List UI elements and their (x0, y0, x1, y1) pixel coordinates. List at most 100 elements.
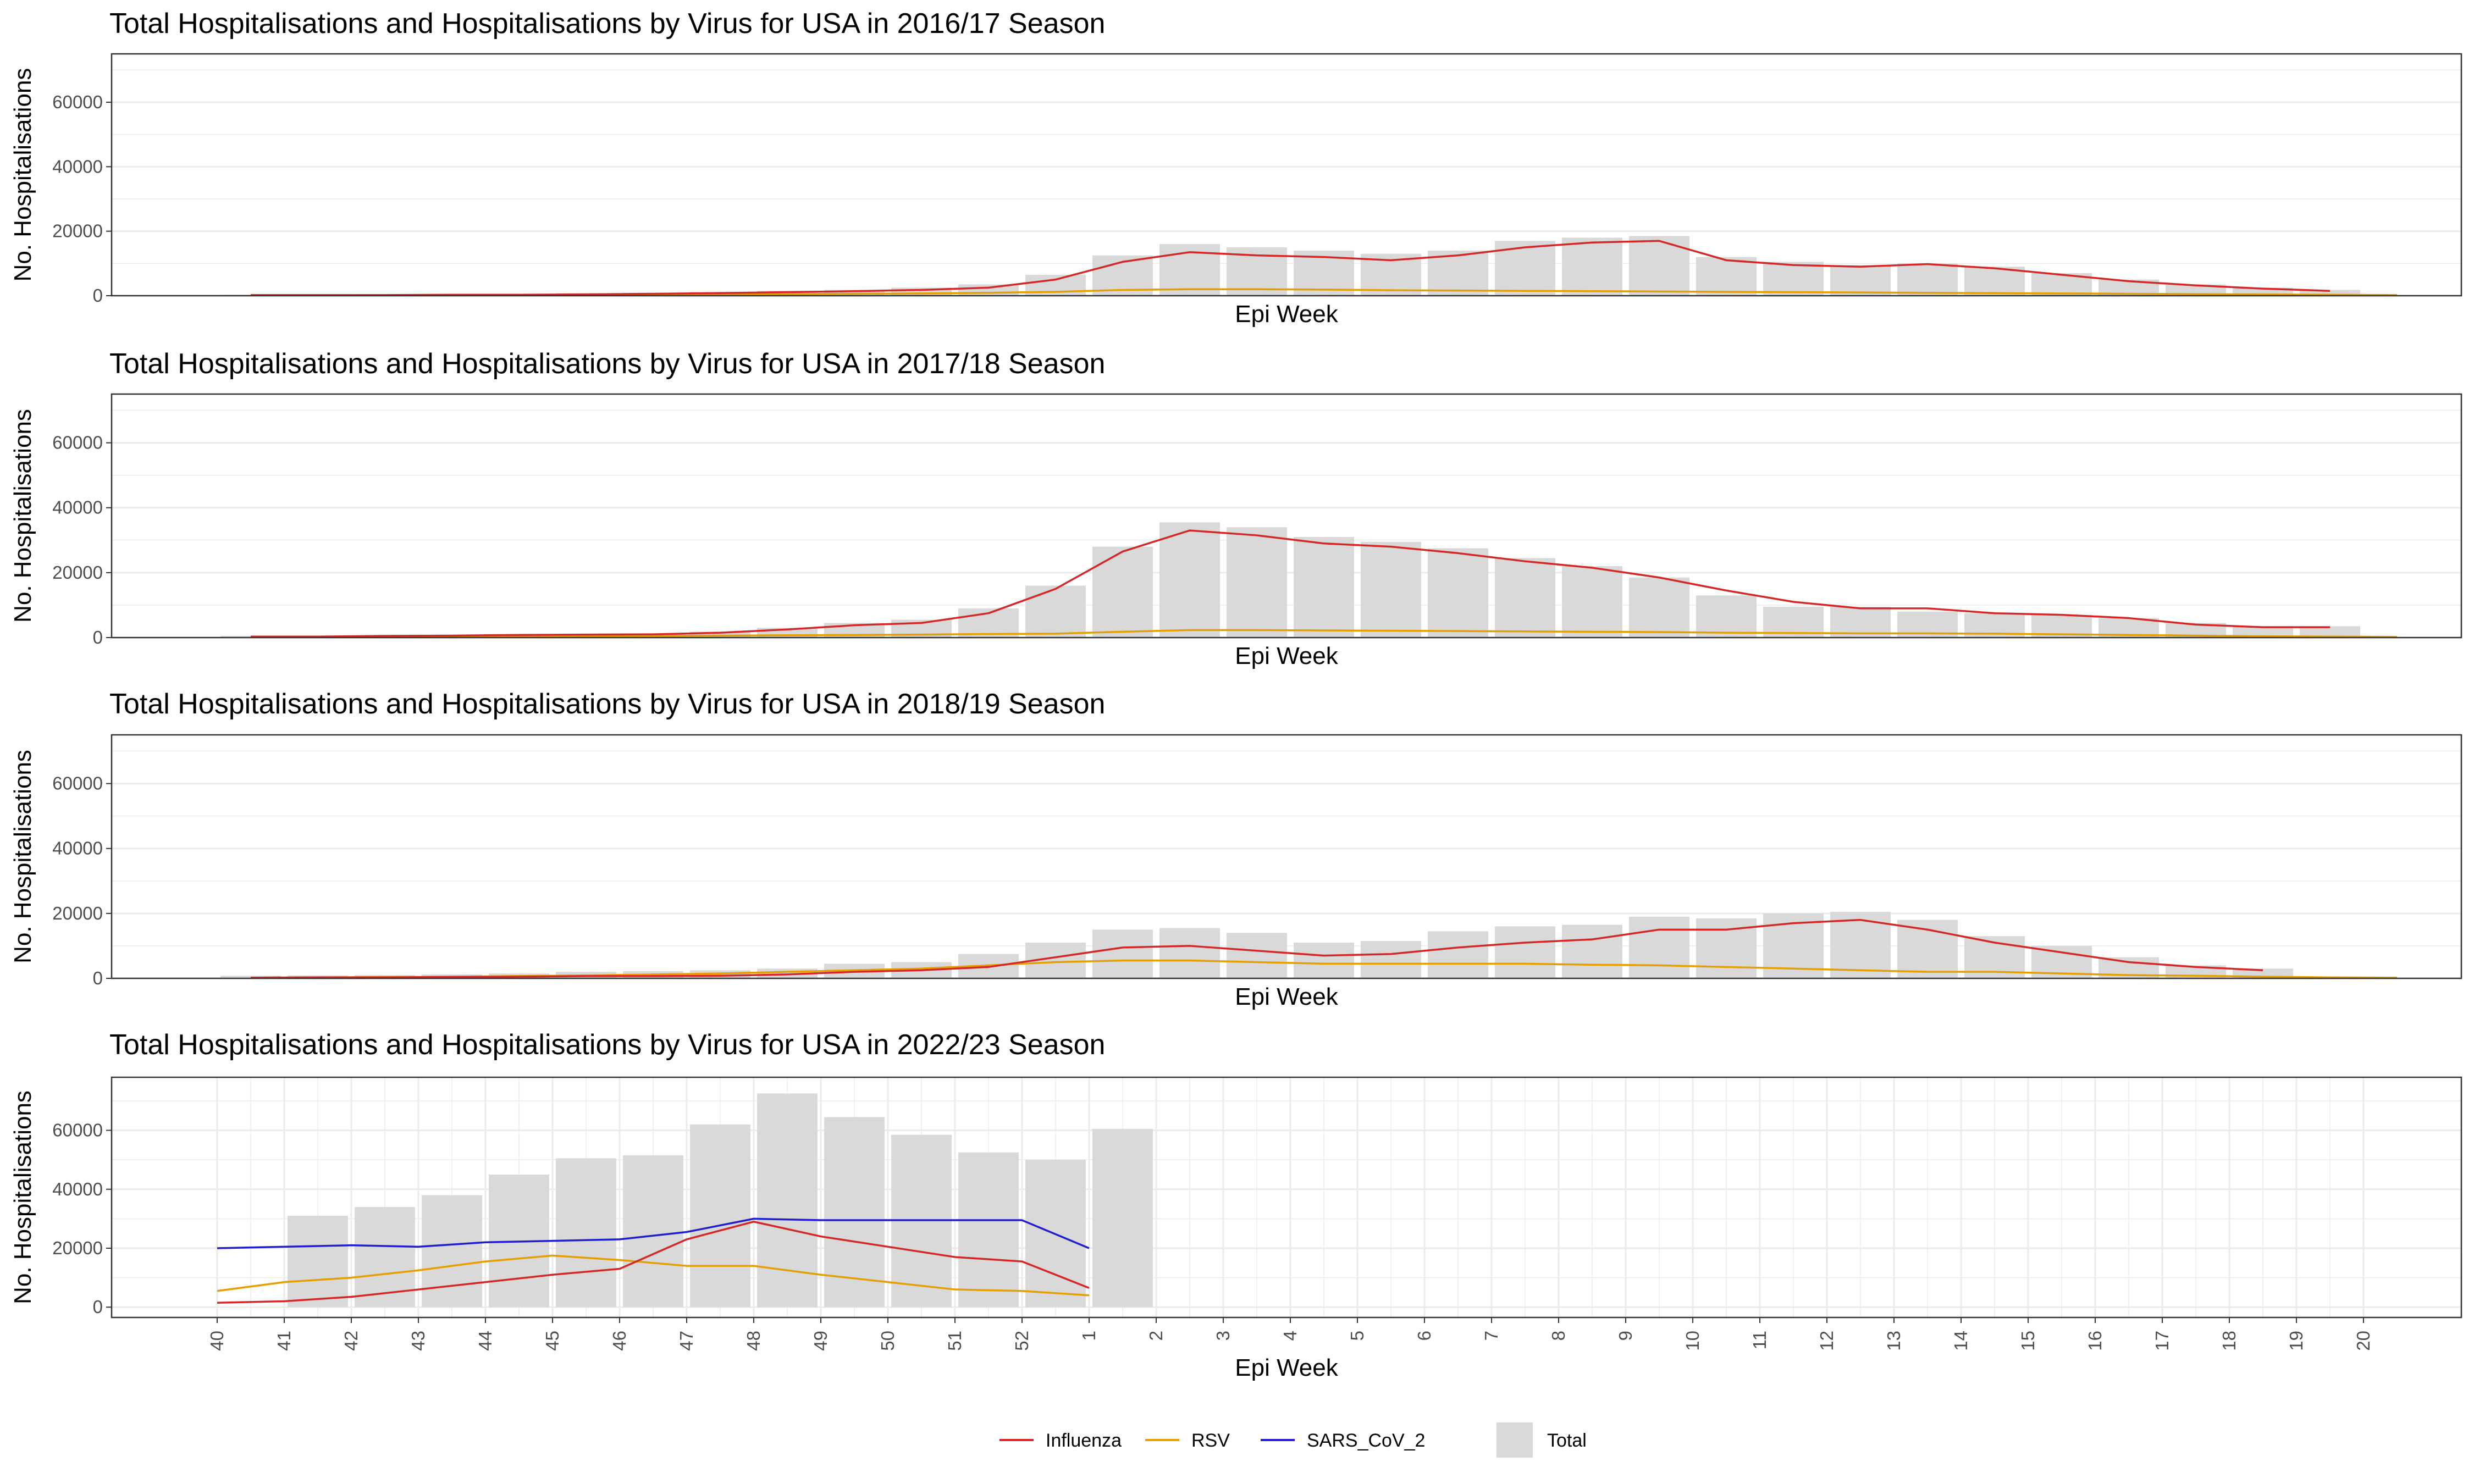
x-tick-label: 4 (1280, 1331, 1300, 1341)
y-tick-label: 40000 (52, 1179, 103, 1199)
x-tick-label: 7 (1481, 1331, 1501, 1341)
bar-total-week-8 (1562, 237, 1622, 296)
x-tick-label: 42 (341, 1331, 361, 1351)
bar-total-week-19 (2300, 290, 2360, 296)
legend-key-total (1496, 1422, 1533, 1458)
x-tick-label: 1 (1079, 1331, 1099, 1341)
y-tick-label: 40000 (52, 838, 103, 859)
x-tick-label: 46 (609, 1331, 629, 1351)
bar-total-week-8 (1562, 566, 1622, 638)
panel-title: Total Hospitalisations and Hospitalisati… (109, 348, 1105, 380)
bar-total-week-51 (958, 284, 1019, 296)
panel-border (111, 393, 2462, 639)
line-rsv (250, 959, 2398, 979)
x-tick-label: 47 (676, 1331, 697, 1351)
bar-total-week-42 (355, 1206, 415, 1308)
bar-total-week-7 (1495, 926, 1555, 978)
legend-label-sars_cov_2: SARS_CoV_2 (1307, 1430, 1425, 1451)
line-influenza (217, 1220, 1090, 1304)
y-tick-label: 20000 (52, 221, 103, 241)
bar-total-week-11 (1763, 262, 1824, 296)
bar-total-week-48 (757, 1093, 818, 1308)
x-tick-label: 14 (1951, 1331, 1971, 1351)
bar-total-week-3 (1227, 933, 1287, 978)
x-tick-label: 17 (2152, 1331, 2172, 1351)
x-axis-label: Epi Week (1235, 983, 1338, 1010)
line-influenza (250, 918, 2263, 979)
bar-total-week-6 (1428, 250, 1488, 296)
bar-total-week-2 (1159, 522, 1220, 638)
line-influenza (251, 529, 2330, 638)
x-axis-label: Epi Week (1235, 643, 1338, 669)
bar-total-week-2 (1159, 928, 1220, 978)
line-rsv (251, 629, 2398, 638)
bar-total-week-3 (1227, 527, 1287, 638)
bar-total-week-5 (1361, 541, 1421, 638)
x-tick-label: 51 (945, 1331, 965, 1351)
panel-title: Total Hospitalisations and Hospitalisati… (109, 1029, 1105, 1061)
y-axis-label: No. Hospitalisations (9, 750, 36, 964)
x-tick-label: 15 (2018, 1331, 2038, 1351)
bar-total-week-13 (1897, 920, 1958, 978)
panel-title: Total Hospitalisations and Hospitalisati… (109, 688, 1105, 720)
x-tick-label: 18 (2219, 1331, 2239, 1351)
bar-total-week-7 (1495, 558, 1555, 638)
bar-total-week-9 (1629, 577, 1689, 638)
panel-border (111, 1076, 2462, 1319)
x-tick-label: 6 (1414, 1331, 1434, 1341)
y-axis-label: No. Hospitalisations (9, 1090, 36, 1304)
y-axis-label: No. Hospitalisations (9, 68, 36, 282)
bar-total-week-5 (1361, 941, 1421, 978)
bar-total-week-52 (1025, 585, 1086, 638)
bar-total-week-14 (1964, 267, 2025, 296)
y-axis-label: No. Hospitalisations (9, 409, 36, 623)
x-tick-label: 45 (542, 1331, 562, 1351)
y-tick-label: 0 (93, 285, 103, 306)
bar-total-week-9 (1629, 916, 1689, 978)
y-tick-label: 60000 (52, 773, 103, 794)
x-tick-label: 49 (810, 1331, 831, 1351)
x-tick-label: 11 (1749, 1331, 1770, 1349)
y-tick-label: 60000 (52, 92, 103, 112)
bar-total-week-4 (1294, 943, 1354, 978)
panel-2: Total Hospitalisations and Hospitalisati… (9, 348, 2462, 669)
bar-total-week-47 (690, 1124, 750, 1308)
x-tick-label: 44 (475, 1331, 495, 1351)
legend-label-influenza: Influenza (1046, 1430, 1122, 1451)
bar-total-week-12 (1830, 265, 1891, 296)
x-tick-label: 8 (1548, 1331, 1569, 1341)
y-tick-label: 20000 (52, 562, 103, 583)
y-tick-label: 20000 (52, 1238, 103, 1258)
bar-total-week-49 (824, 290, 885, 296)
x-tick-label: 40 (207, 1331, 227, 1351)
bar-total-week-10 (1696, 595, 1757, 638)
bar-total-week-1 (1092, 546, 1153, 638)
x-axis-label: Epi Week (1235, 1354, 1338, 1381)
x-tick-label: 48 (743, 1331, 764, 1351)
x-tick-label: 20 (2353, 1331, 2373, 1351)
panel-border (111, 53, 2462, 297)
x-tick-label: 10 (1682, 1331, 1703, 1351)
bar-total-week-8 (1562, 924, 1622, 978)
bar-total-week-19 (2300, 626, 2360, 638)
bar-total-week-6 (1428, 548, 1488, 638)
x-axis-label: Epi Week (1235, 301, 1338, 328)
y-tick-label: 60000 (52, 1120, 103, 1140)
bar-total-week-18 (2233, 626, 2293, 638)
bar-total-week-1 (1092, 929, 1153, 978)
bar-total-week-46 (623, 1155, 683, 1308)
x-tick-label: 3 (1213, 1331, 1233, 1341)
bar-total-week-6 (1428, 931, 1488, 978)
x-tick-label: 16 (2085, 1331, 2105, 1351)
panel-border (111, 734, 2462, 979)
panel-4: Total Hospitalisations and Hospitalisati… (9, 1029, 2462, 1381)
x-tick-label: 12 (1816, 1331, 1837, 1351)
x-tick-label: 52 (1012, 1331, 1032, 1351)
y-tick-label: 0 (93, 627, 103, 647)
x-tick-label: 9 (1615, 1331, 1636, 1341)
x-tick-label: 50 (877, 1331, 898, 1351)
line-sars_cov_2 (217, 1217, 1090, 1249)
y-tick-label: 40000 (52, 497, 103, 518)
x-tick-label: 13 (1884, 1331, 1904, 1351)
